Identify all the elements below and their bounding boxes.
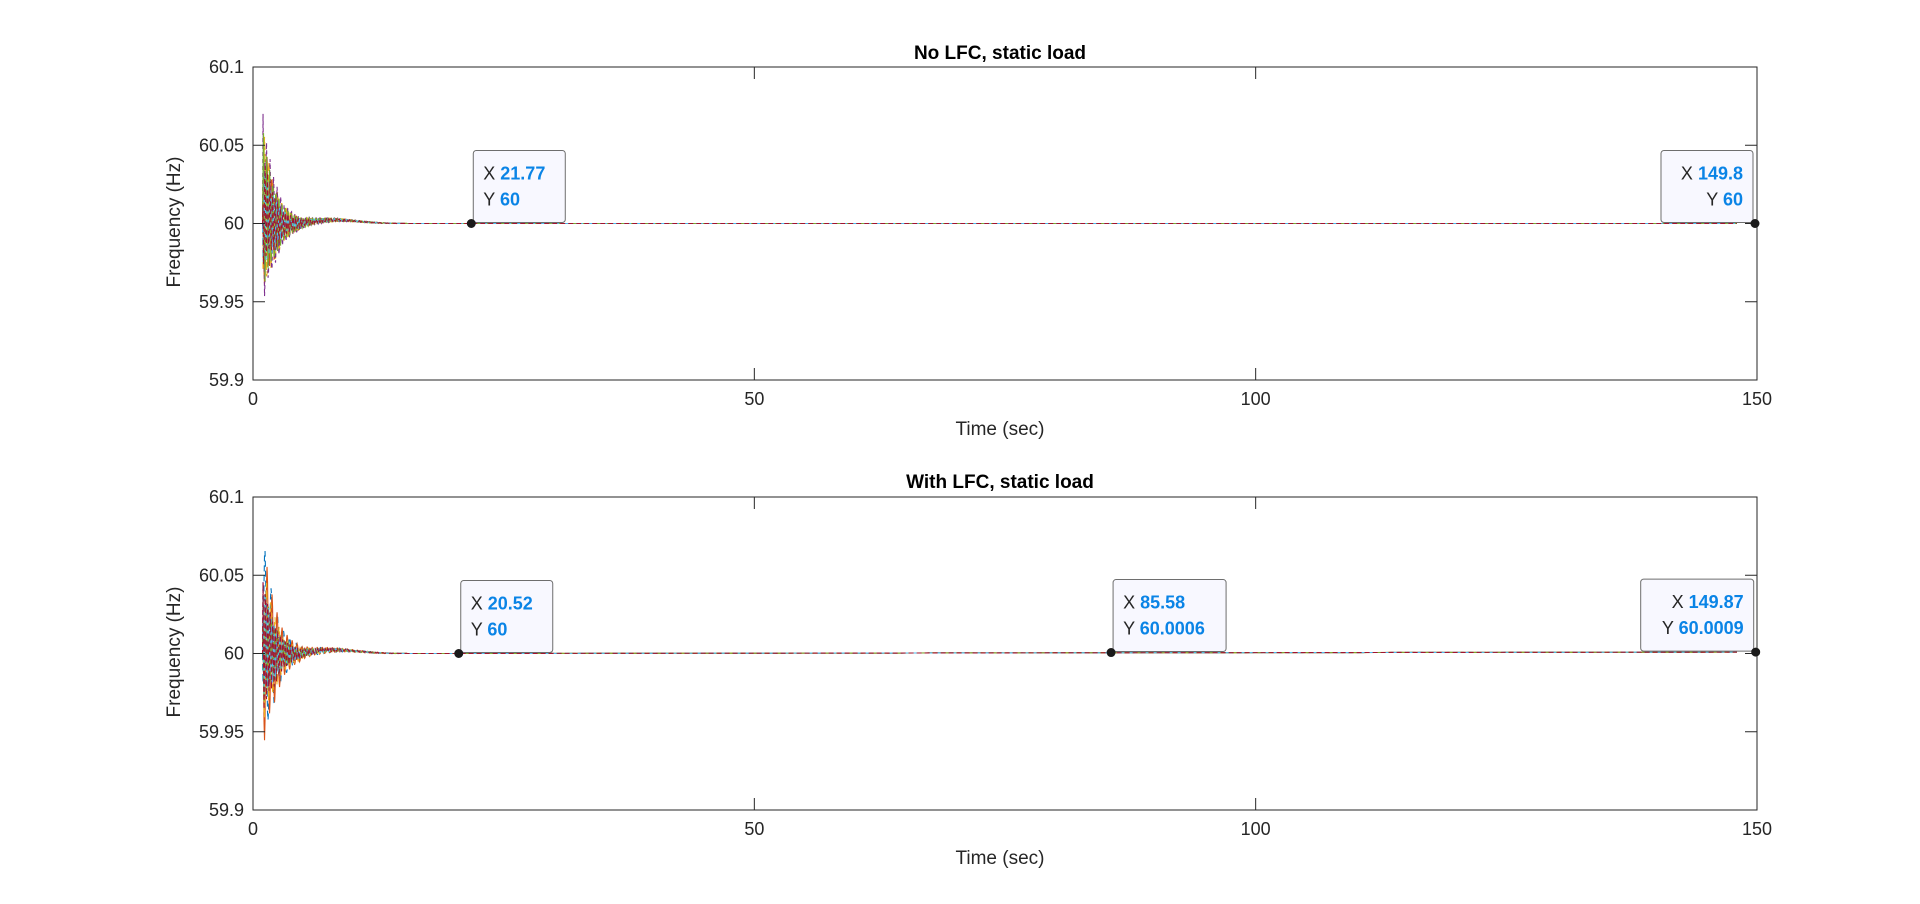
- datatip-box: [1660, 150, 1754, 223]
- y-tick-label: 60.1: [209, 57, 244, 77]
- datatip[interactable]: X 21.77 Y 60: [466, 150, 566, 228]
- datatip-x: X 21.77: [483, 164, 545, 184]
- datatip-marker[interactable]: [1106, 648, 1116, 658]
- datatip-x: X 85.58: [1123, 593, 1185, 613]
- datatip-y: Y 60.0006: [1123, 619, 1205, 639]
- y-tick-label: 60.05: [199, 135, 244, 155]
- y-tick-label: 60: [224, 214, 244, 234]
- y-tick-label: 59.95: [199, 292, 244, 312]
- datatip[interactable]: X 149.8 Y 60: [1660, 150, 1760, 228]
- x-tick-label: 100: [1241, 819, 1271, 839]
- y-axis-label: Frequency (Hz): [164, 157, 185, 288]
- x-tick-label: 50: [744, 819, 764, 839]
- series-group: [253, 113, 1737, 297]
- subplot-title: With LFC, static load: [906, 472, 1094, 493]
- subplot-title: No LFC, static load: [914, 43, 1086, 64]
- x-tick-label: 0: [248, 389, 258, 409]
- x-tick-label: 150: [1742, 819, 1772, 839]
- series-line: [253, 162, 1737, 264]
- y-tick-label: 60: [224, 644, 244, 664]
- y-axis-label: Frequency (Hz): [164, 587, 185, 718]
- datatip-y: Y 60: [1706, 190, 1743, 210]
- datatip-box: [1112, 579, 1227, 653]
- x-tick-label: 0: [248, 819, 258, 839]
- series-group: [253, 550, 1737, 741]
- datatip-marker[interactable]: [1751, 647, 1761, 657]
- x-axis-label: Time (sec): [955, 848, 1044, 869]
- y-tick-label: 59.9: [209, 800, 244, 820]
- datatip[interactable]: X 149.87 Y 60.0009: [1640, 578, 1761, 657]
- x-tick-label: 150: [1742, 389, 1772, 409]
- datatip-box: [460, 580, 554, 653]
- datatip-y: Y 60: [471, 620, 508, 640]
- x-axis-label: Time (sec): [955, 419, 1044, 440]
- y-tick-label: 59.95: [199, 722, 244, 742]
- y-tick-label: 60.1: [209, 487, 244, 507]
- datatip-y: Y 60: [483, 190, 520, 210]
- subplot-top[interactable]: No LFC, static load Time (sec) Frequency…: [164, 43, 1772, 440]
- datatip-x: X 20.52: [471, 594, 533, 614]
- x-tick-label: 100: [1241, 389, 1271, 409]
- series-line: [253, 113, 1737, 297]
- series-line: [253, 582, 1737, 710]
- datatip-marker[interactable]: [1750, 219, 1760, 228]
- datatip-marker[interactable]: [454, 649, 464, 658]
- datatip-box: [1640, 578, 1755, 652]
- datatip-y: Y 60.0009: [1662, 618, 1744, 638]
- y-tick-label: 60.05: [199, 565, 244, 585]
- datatip-x: X 149.87: [1672, 592, 1744, 612]
- y-tick-label: 59.9: [209, 370, 244, 390]
- datatip-box: [472, 150, 566, 223]
- x-tick-label: 50: [744, 389, 764, 409]
- datatip-marker[interactable]: [466, 219, 476, 228]
- subplot-bottom[interactable]: With LFC, static load Time (sec) Frequen…: [164, 472, 1772, 869]
- datatip[interactable]: X 20.52 Y 60: [454, 580, 554, 658]
- datatip-x: X 149.8: [1681, 164, 1743, 184]
- datatip[interactable]: X 85.58 Y 60.0006: [1106, 579, 1227, 658]
